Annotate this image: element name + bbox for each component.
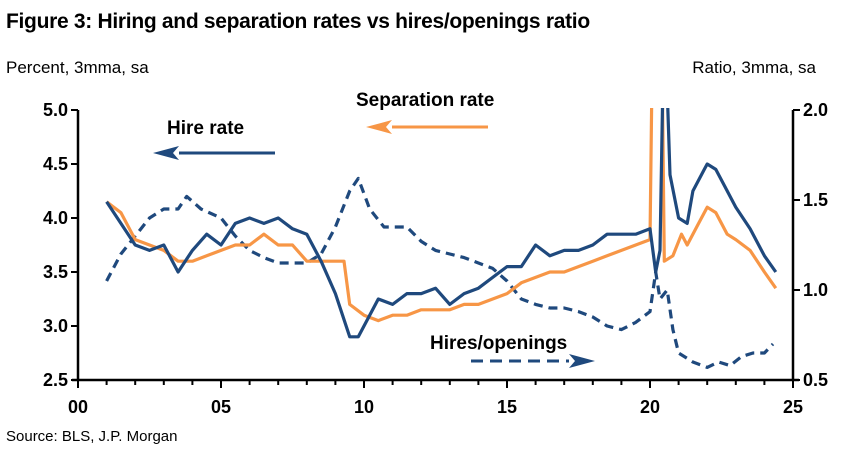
y-tick-label: 3.5 [43,262,68,282]
series-line-separation-rate [105,108,778,323]
hires-openings-arrow-head [569,354,595,368]
series-line-hires-openings [105,176,775,369]
y-tick-label: 4.5 [43,154,68,174]
y-tick-label: 3.0 [43,316,68,336]
separation-rate-label: Separation rate [356,90,494,111]
left-axis-label: Percent, 3mma, sa [6,58,149,77]
hire-rate-label: Hire rate [167,118,244,139]
x-tick-label: 15 [497,397,517,417]
x-tick-label: 25 [783,397,803,417]
right-axis-label: Ratio, 3mma, sa [692,58,816,77]
hires-openings-label: Hires/openings [430,333,567,354]
x-tick-label: 20 [640,397,660,417]
x-tick-label: 10 [354,397,374,417]
series-line-hire-rate [105,108,778,339]
y2-tick-label: 0.5 [803,370,828,390]
x-tick-label: 00 [68,397,88,417]
y2-tick-label: 2.0 [803,100,828,120]
chart-title: Figure 3: Hiring and separation rates vs… [6,10,590,33]
y2-tick-label: 1.0 [803,280,828,300]
x-tick-label: 05 [211,397,231,417]
y-tick-label: 2.5 [43,370,68,390]
y-tick-label: 4.0 [43,208,68,228]
hire-rate-arrow-head [153,146,179,160]
source-note: Source: BLS, J.P. Morgan [6,428,178,445]
y2-tick-label: 1.5 [803,190,828,210]
y-tick-label: 5.0 [43,100,68,120]
separation-rate-arrow-head [366,120,392,134]
